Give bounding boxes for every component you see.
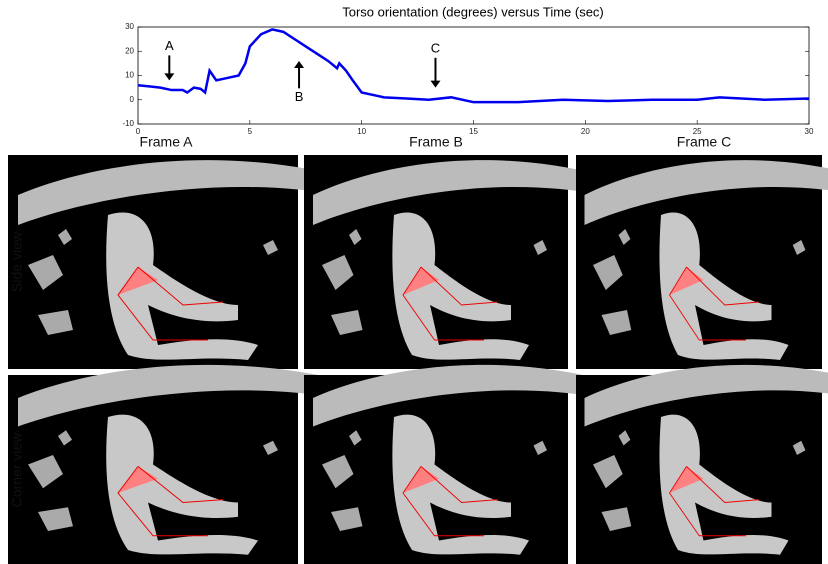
row-label: Corner view [9,432,25,508]
y-tick-label: 10 [125,71,134,80]
row-label: Side view [9,231,25,292]
page: {"chart_data": {"type": "line", "title":… [0,0,828,564]
y-tick-label: 30 [125,22,134,31]
x-tick-label: 20 [581,127,590,136]
y-tick-label: 20 [125,46,134,55]
data-line [138,29,809,102]
arrow-head [294,61,304,68]
annotation: A [165,38,174,53]
arrow-head [164,73,174,80]
x-tick-label: 15 [469,127,478,136]
panels [8,155,828,564]
x-tick-label: 25 [693,127,702,136]
annotation: C [431,40,440,55]
x-tick-label: 30 [805,127,814,136]
column-label: Frame B [409,134,463,150]
x-tick-label: 0 [136,127,141,136]
column-label: Frame A [140,134,194,150]
annotation: B [295,89,304,104]
column-label: Frame C [677,134,731,150]
chart-title: Torso orientation (degrees) versus Time … [342,4,604,19]
x-tick-label: 10 [357,127,366,136]
figure: Frame A Frame B Frame C Side view Corner… [0,0,828,564]
arrow-head [430,81,440,88]
y-tick-label: -10 [122,119,134,128]
y-tick-label: 0 [130,95,135,104]
x-tick-label: 5 [248,127,253,136]
